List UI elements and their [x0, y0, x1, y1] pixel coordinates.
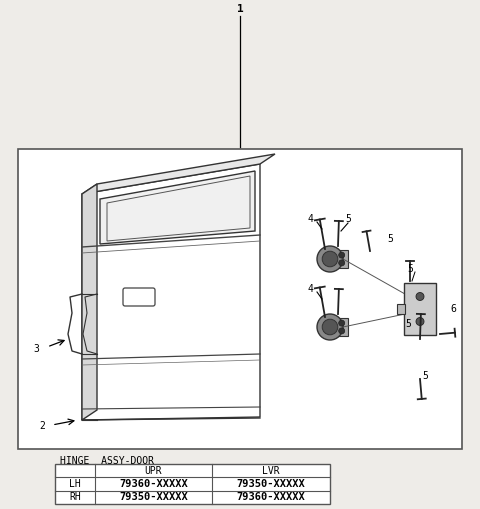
- Bar: [18, 149, 462, 449]
- Polygon shape: [82, 164, 260, 420]
- Circle shape: [322, 319, 338, 335]
- Circle shape: [416, 318, 424, 325]
- Text: RH: RH: [69, 492, 81, 502]
- Text: 2: 2: [39, 421, 45, 431]
- Circle shape: [339, 260, 345, 266]
- Polygon shape: [82, 184, 97, 420]
- Circle shape: [339, 320, 345, 326]
- Text: HINGE  ASSY-DOOR: HINGE ASSY-DOOR: [60, 456, 154, 466]
- Circle shape: [317, 246, 343, 272]
- Polygon shape: [100, 171, 255, 244]
- Text: UPR: UPR: [144, 466, 162, 476]
- Text: 5: 5: [345, 214, 351, 224]
- Text: 79360-XXXXX: 79360-XXXXX: [237, 492, 305, 502]
- Text: LVR: LVR: [262, 466, 280, 476]
- FancyBboxPatch shape: [397, 304, 405, 314]
- Text: 1: 1: [237, 4, 243, 14]
- FancyBboxPatch shape: [404, 283, 436, 335]
- Text: 79360-XXXXX: 79360-XXXXX: [119, 479, 188, 489]
- Circle shape: [339, 252, 345, 258]
- Circle shape: [416, 293, 424, 300]
- Text: 5: 5: [422, 371, 428, 381]
- Text: 5: 5: [407, 264, 413, 274]
- Text: 3: 3: [33, 344, 39, 354]
- Text: 5: 5: [405, 319, 411, 329]
- Text: 79350-XXXXX: 79350-XXXXX: [119, 492, 188, 502]
- Text: 4: 4: [307, 214, 313, 224]
- FancyBboxPatch shape: [123, 288, 155, 306]
- Circle shape: [339, 328, 345, 334]
- Text: 79350-XXXXX: 79350-XXXXX: [237, 479, 305, 489]
- Polygon shape: [82, 154, 275, 194]
- Text: 6: 6: [450, 304, 456, 314]
- Circle shape: [322, 251, 338, 267]
- Bar: [330, 318, 348, 336]
- Bar: [330, 250, 348, 268]
- Circle shape: [317, 314, 343, 340]
- Text: 4: 4: [307, 284, 313, 294]
- Text: LH: LH: [69, 479, 81, 489]
- Bar: [55, 464, 330, 504]
- Text: 5: 5: [387, 234, 393, 244]
